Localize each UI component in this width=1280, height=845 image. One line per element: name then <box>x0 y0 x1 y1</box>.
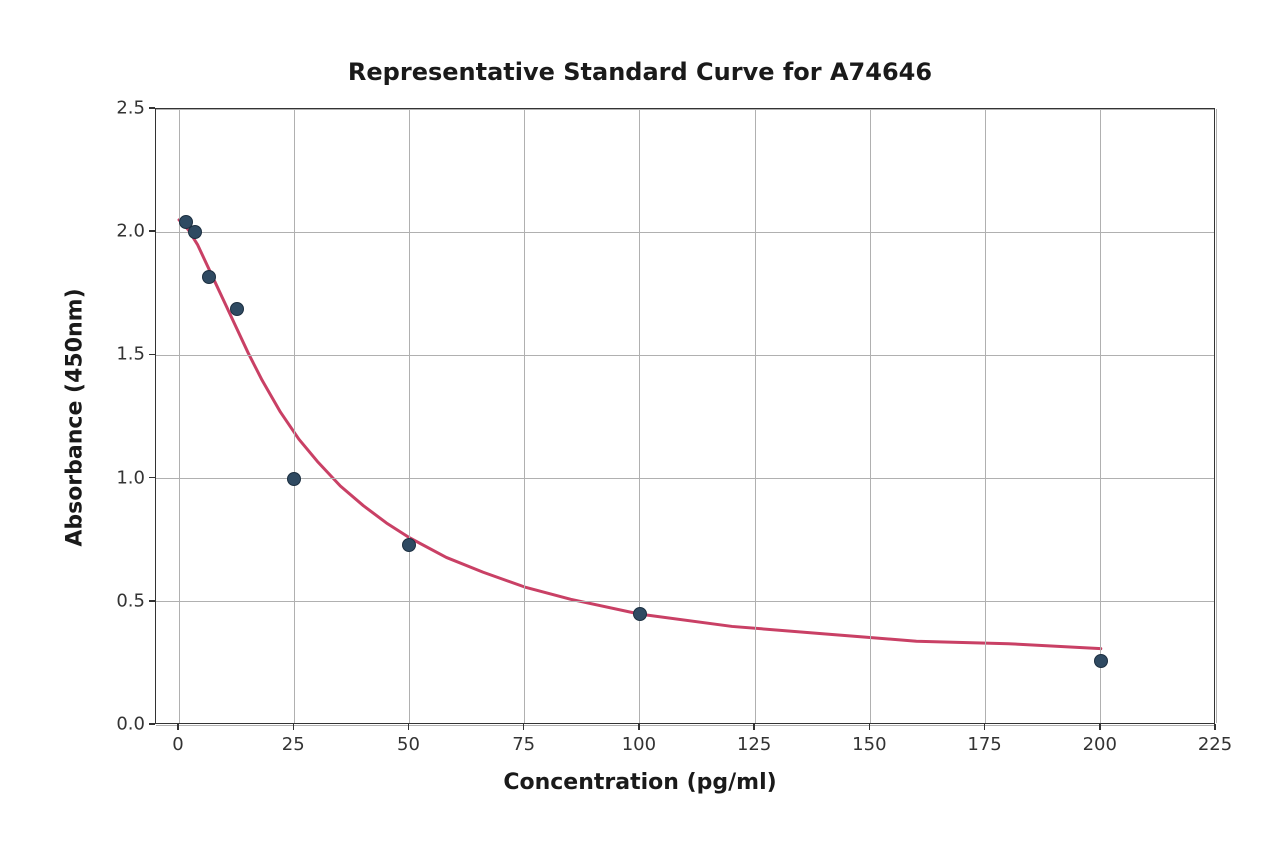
grid-line <box>294 109 295 723</box>
x-tick-label: 25 <box>282 734 305 755</box>
y-tick <box>149 477 155 479</box>
y-axis-label: Absorbance (450nm) <box>63 168 88 668</box>
grid-line <box>639 109 640 723</box>
x-tick <box>984 724 986 730</box>
chart-container: Representative Standard Curve for A74646… <box>0 0 1280 845</box>
chart-title: Representative Standard Curve for A74646 <box>0 58 1280 86</box>
grid-line <box>870 109 871 723</box>
y-tick <box>149 600 155 602</box>
grid-line <box>179 109 180 723</box>
grid-line <box>156 601 1214 602</box>
data-point <box>287 472 301 486</box>
y-tick-label: 0.0 <box>105 714 145 735</box>
data-point <box>188 225 202 239</box>
y-tick <box>149 723 155 725</box>
grid-line <box>1100 109 1101 723</box>
x-tick-label: 75 <box>512 734 535 755</box>
x-tick <box>753 724 755 730</box>
x-axis-label: Concentration (pg/ml) <box>0 770 1280 795</box>
x-tick <box>408 724 410 730</box>
x-tick-label: 125 <box>737 734 771 755</box>
grid-line <box>156 478 1214 479</box>
plot-area <box>155 108 1215 724</box>
y-tick <box>149 354 155 356</box>
y-tick-label: 0.5 <box>105 590 145 611</box>
fitted-curve <box>156 109 1216 725</box>
x-tick <box>1099 724 1101 730</box>
x-tick-label: 0 <box>172 734 183 755</box>
y-tick-label: 1.0 <box>105 467 145 488</box>
y-tick-label: 1.5 <box>105 344 145 365</box>
y-tick <box>149 107 155 109</box>
x-tick-label: 175 <box>967 734 1001 755</box>
data-point <box>402 538 416 552</box>
x-tick-label: 100 <box>622 734 656 755</box>
grid-line <box>156 355 1214 356</box>
data-point <box>1094 654 1108 668</box>
x-tick <box>638 724 640 730</box>
grid-line <box>156 725 1214 726</box>
y-tick-label: 2.5 <box>105 98 145 119</box>
y-tick-label: 2.0 <box>105 221 145 242</box>
grid-line <box>409 109 410 723</box>
grid-line <box>524 109 525 723</box>
x-tick-label: 150 <box>852 734 886 755</box>
data-point <box>633 607 647 621</box>
grid-line <box>1216 109 1217 723</box>
grid-line <box>985 109 986 723</box>
x-tick <box>177 724 179 730</box>
x-tick-label: 225 <box>1198 734 1232 755</box>
x-tick-label: 200 <box>1083 734 1117 755</box>
x-tick-label: 50 <box>397 734 420 755</box>
y-tick <box>149 230 155 232</box>
grid-line <box>755 109 756 723</box>
grid-line <box>156 232 1214 233</box>
grid-line <box>156 109 1214 110</box>
x-tick <box>869 724 871 730</box>
data-point <box>202 270 216 284</box>
data-point <box>230 302 244 316</box>
x-tick <box>1214 724 1216 730</box>
x-tick <box>523 724 525 730</box>
x-tick <box>293 724 295 730</box>
